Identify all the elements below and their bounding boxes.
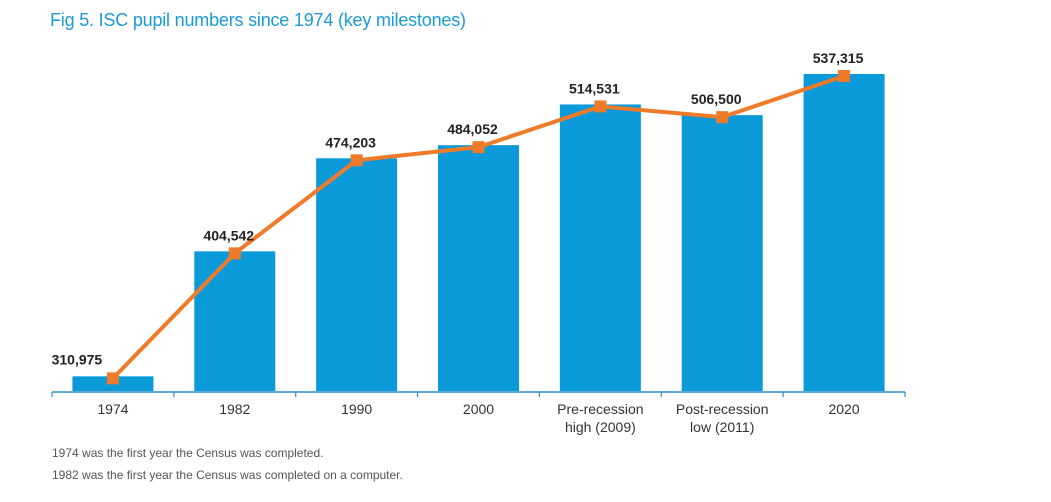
bar-5 <box>681 115 763 391</box>
value-label-0: 310,975 <box>52 351 103 367</box>
bar-4 <box>559 104 641 391</box>
x-tick-label-0: 1974 <box>97 401 128 417</box>
x-tick-label-3: 2000 <box>463 401 494 417</box>
value-label-4: 514,531 <box>569 80 620 96</box>
x-tick-label-5: low (2011) <box>690 419 754 435</box>
line-marker-1 <box>228 247 241 260</box>
x-tick-label-1: 1982 <box>219 401 250 417</box>
footnote-1: 1974 was the first year the Census was c… <box>52 446 324 460</box>
x-tick-label-5: Post-recession <box>676 401 769 417</box>
value-label-1: 404,542 <box>203 227 254 243</box>
bar-1 <box>194 251 276 391</box>
bar-6 <box>803 74 885 391</box>
value-label-2: 474,203 <box>325 134 376 150</box>
footnote-2: 1982 was the first year the Census was c… <box>52 468 403 482</box>
bar-2 <box>316 158 398 391</box>
value-label-3: 484,052 <box>447 121 498 137</box>
bar-3 <box>438 145 519 391</box>
line-marker-6 <box>838 70 851 82</box>
x-tick-label-2: 1990 <box>341 401 372 417</box>
line-marker-2 <box>350 154 363 167</box>
chart-title: Fig 5. ISC pupil numbers since 1974 (key… <box>50 10 466 30</box>
x-tick-label-4: high (2009) <box>565 419 636 435</box>
x-tick-label-6: 2020 <box>828 401 859 417</box>
value-label-6: 537,315 <box>813 50 864 66</box>
line-marker-3 <box>472 141 485 154</box>
x-tick-label-4: Pre-recession <box>557 401 643 417</box>
line-marker-4 <box>594 100 607 113</box>
value-label-5: 506,500 <box>691 91 742 107</box>
line-marker-5 <box>716 111 729 124</box>
line-marker-0 <box>106 372 119 385</box>
chart-svg: 310,975 404,542 474,203 484,052 514,531 506,5… <box>51 50 906 435</box>
